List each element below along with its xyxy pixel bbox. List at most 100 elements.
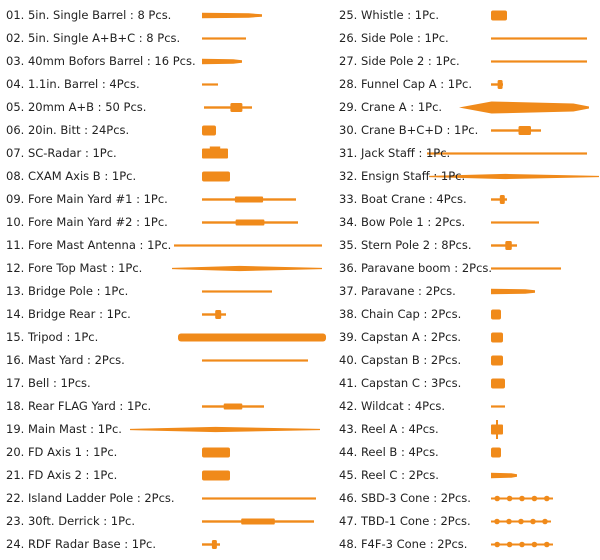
part-row-5in-single-a-b-c: 02. 5in. Single A+B+C : 8 Pcs. [6, 27, 324, 50]
part-row-paravane: 37. Paravane : 2Pcs. [339, 280, 600, 303]
part-illustration [491, 50, 587, 73]
part-row-fore-mast-antenna: 11. Fore Mast Antenna : 1Pc. [6, 234, 324, 257]
part-label: 46. SBD-3 Cone : 2Pcs. [339, 491, 471, 505]
part-label: 12. Fore Top Mast : 1Pc. [6, 261, 143, 275]
part-row-mast-yard: 16. Mast Yard : 2Pcs. [6, 349, 324, 372]
part-label: 32. Ensign Staff : 1Pc. [339, 169, 466, 183]
part-label: 10. Fore Main Yard #2 : 1Pc. [6, 215, 168, 229]
part-illustration [202, 441, 230, 464]
parts-list-left: 01. 5in. Single Barrel : 8 Pcs. 02. 5in. … [6, 4, 326, 556]
part-row-40mm-bofors-barrel: 03. 40mm Bofors Barrel : 16 Pcs. [6, 50, 324, 73]
part-illustration [491, 4, 507, 27]
part-row-20in-bitt: 06. 20in. Bitt : 24Pcs. [6, 119, 324, 142]
part-row-20mm-a-b: 05. 20mm A+B : 50 Pcs. [6, 96, 324, 119]
part-row-capstan-b: 40. Capstan B : 2Pcs. [339, 349, 600, 372]
part-label: 03. 40mm Bofors Barrel : 16 Pcs. [6, 54, 196, 68]
part-row-capstan-a: 39. Capstan A : 2Pcs. [339, 326, 600, 349]
part-row-main-mast: 19. Main Mast : 1Pc. [6, 418, 324, 441]
part-row-bridge-rear: 14. Bridge Rear : 1Pc. [6, 303, 324, 326]
part-row-side-pole-2: 27. Side Pole 2 : 1Pc. [339, 50, 600, 73]
part-illustration [202, 211, 298, 234]
part-label: 04. 1.1in. Barrel : 4Pcs. [6, 77, 140, 91]
part-label: 26. Side Pole : 1Pc. [339, 31, 449, 45]
part-row-boat-crane: 33. Boat Crane : 4Pcs. [339, 188, 600, 211]
part-illustration [202, 165, 230, 188]
part-row-cxam-axis-b: 08. CXAM Axis B : 1Pc. [6, 165, 324, 188]
part-row-funnel-cap-a: 28. Funnel Cap A : 1Pc. [339, 73, 600, 96]
part-row-1-1in-barrel: 04. 1.1in. Barrel : 4Pcs. [6, 73, 324, 96]
part-illustration [491, 73, 503, 96]
part-label: 16. Mast Yard : 2Pcs. [6, 353, 125, 367]
part-row-reel-c: 45. Reel C : 2Pcs. [339, 464, 600, 487]
part-illustration [491, 372, 505, 395]
part-row-stern-pole-2: 35. Stern Pole 2 : 8Pcs. [339, 234, 600, 257]
part-label: 29. Crane A : 1Pc. [339, 100, 443, 114]
part-row-rdf-radar-base: 24. RDF Radar Base : 1Pc. [6, 533, 324, 556]
part-label: 22. Island Ladder Pole : 2Pcs. [6, 491, 175, 505]
part-row-ensign-staff: 32. Ensign Staff : 1Pc. [339, 165, 600, 188]
part-illustration [202, 4, 262, 27]
part-label: 21. FD Axis 2 : 1Pc. [6, 468, 118, 482]
part-label: 45. Reel C : 2Pcs. [339, 468, 439, 482]
part-row-jack-staff: 31. Jack Staff : 1Pc. [339, 142, 600, 165]
part-label: 24. RDF Radar Base : 1Pc. [6, 537, 156, 551]
part-label: 38. Chain Cap : 2Pcs. [339, 307, 462, 321]
part-illustration [202, 119, 216, 142]
part-label: 07. SC-Radar : 1Pc. [6, 146, 117, 160]
part-row-reel-b: 44. Reel B : 4Pcs. [339, 441, 600, 464]
part-row-fd-axis-1: 20. FD Axis 1 : 1Pc. [6, 441, 324, 464]
part-row-reel-a: 43. Reel A : 4Pcs. [339, 418, 600, 441]
part-row-sbd-3-cone: 46. SBD-3 Cone : 2Pcs. [339, 487, 600, 510]
part-illustration [491, 510, 551, 533]
part-label: 06. 20in. Bitt : 24Pcs. [6, 123, 130, 137]
part-label: 09. Fore Main Yard #1 : 1Pc. [6, 192, 168, 206]
part-label: 40. Capstan B : 2Pcs. [339, 353, 462, 367]
part-illustration [172, 257, 322, 280]
part-illustration [202, 464, 230, 487]
parts-list-right: 25. Whistle : 1Pc. 26. Side Pole : 1Pc. 27… [339, 4, 600, 556]
part-row-wildcat: 42. Wildcat : 4Pcs. [339, 395, 600, 418]
part-row-rear-flag-yard: 18. Rear FLAG Yard : 1Pc. [6, 395, 324, 418]
part-row-island-ladder-pole: 22. Island Ladder Pole : 2Pcs. [6, 487, 324, 510]
part-label: 33. Boat Crane : 4Pcs. [339, 192, 467, 206]
part-label: 34. Bow Pole 1 : 2Pcs. [339, 215, 466, 229]
part-illustration [491, 303, 501, 326]
part-illustration [491, 487, 553, 510]
part-label: 17. Bell : 1Pcs. [6, 376, 91, 390]
part-illustration [459, 96, 589, 119]
part-illustration [491, 533, 553, 556]
part-illustration [491, 119, 541, 142]
part-illustration [202, 73, 218, 96]
part-row-capstan-c: 41. Capstan C : 3Pcs. [339, 372, 600, 395]
part-row-crane-a: 29. Crane A : 1Pc. [339, 96, 600, 119]
part-label: 14. Bridge Rear : 1Pc. [6, 307, 131, 321]
part-illustration [204, 96, 252, 119]
part-label: 20. FD Axis 1 : 1Pc. [6, 445, 118, 459]
part-label: 43. Reel A : 4Pcs. [339, 422, 439, 436]
part-illustration [491, 211, 539, 234]
part-illustration [202, 27, 246, 50]
part-illustration [202, 395, 264, 418]
part-label: 08. CXAM Axis B : 1Pc. [6, 169, 137, 183]
part-illustration [429, 165, 599, 188]
part-illustration [174, 234, 322, 257]
part-row-crane-b-c-d: 30. Crane B+C+D : 1Pc. [339, 119, 600, 142]
part-label: 41. Capstan C : 3Pcs. [339, 376, 462, 390]
part-label: 48. F4F-3 Cone : 2Pcs. [339, 537, 468, 551]
part-label: 36. Paravane boom : 2Pcs. [339, 261, 493, 275]
part-label: 23. 30ft. Derrick : 1Pc. [6, 514, 136, 528]
part-illustration [491, 257, 561, 280]
part-row-bridge-pole: 13. Bridge Pole : 1Pc. [6, 280, 324, 303]
part-label: 35. Stern Pole 2 : 8Pcs. [339, 238, 472, 252]
part-row-bell: 17. Bell : 1Pcs. [6, 372, 324, 395]
part-illustration [491, 280, 535, 303]
part-label: 28. Funnel Cap A : 1Pc. [339, 77, 473, 91]
part-illustration [491, 441, 501, 464]
part-label: 30. Crane B+C+D : 1Pc. [339, 123, 479, 137]
part-row-sc-radar: 07. SC-Radar : 1Pc. [6, 142, 324, 165]
part-label: 25. Whistle : 1Pc. [339, 8, 439, 22]
part-row-bow-pole-1: 34. Bow Pole 1 : 2Pcs. [339, 211, 600, 234]
part-illustration [202, 188, 296, 211]
part-illustration [491, 349, 503, 372]
part-row-5in-single-barrel: 01. 5in. Single Barrel : 8 Pcs. [6, 4, 324, 27]
